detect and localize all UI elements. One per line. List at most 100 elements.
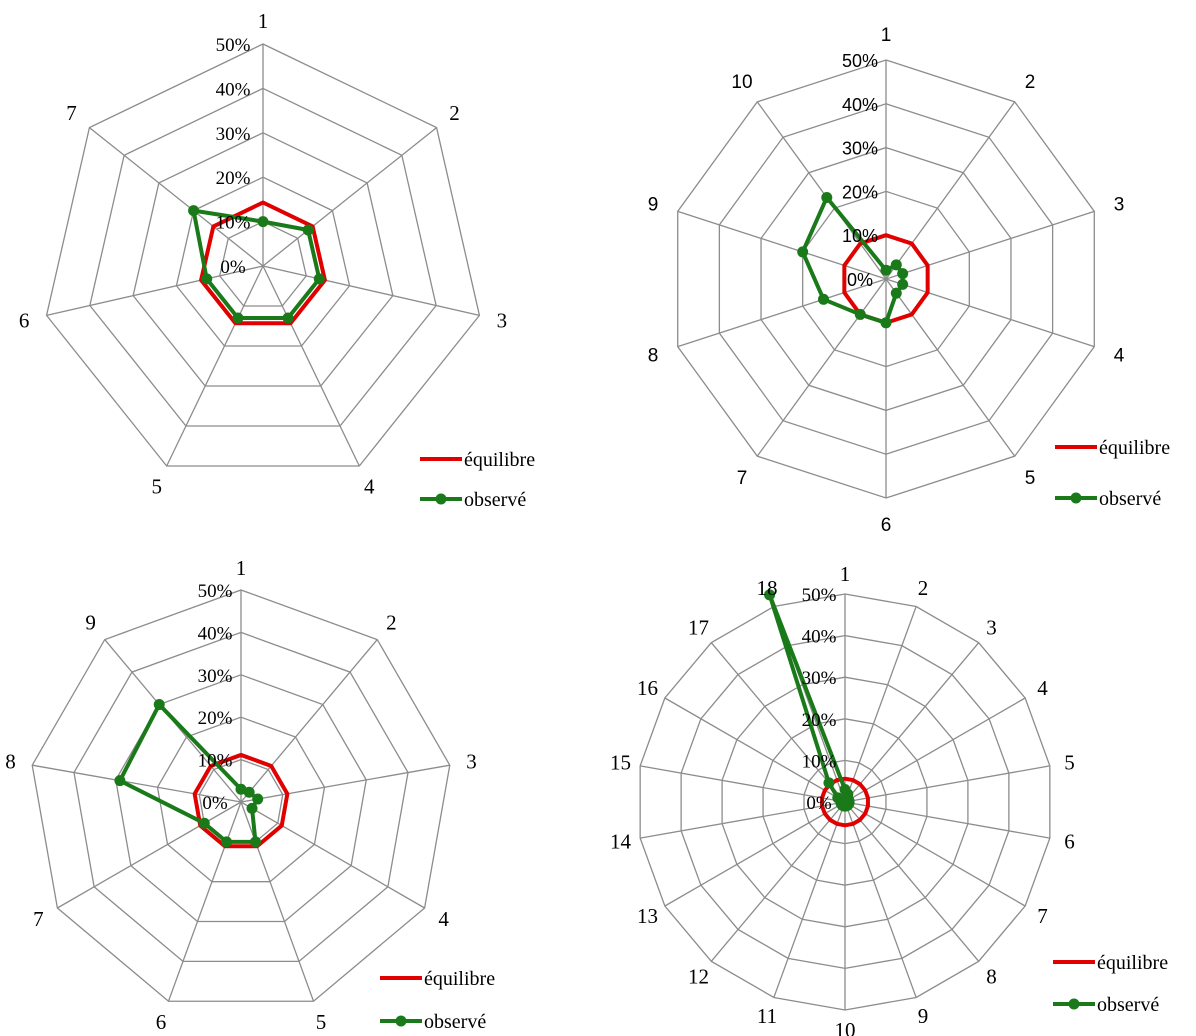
spoke xyxy=(240,764,450,803)
data-point xyxy=(897,268,909,280)
category-label: 4 xyxy=(1037,676,1048,700)
tick-label: 0% xyxy=(806,793,832,814)
series-line xyxy=(191,208,322,321)
spoke xyxy=(677,210,887,280)
data-point xyxy=(257,216,269,228)
series-line xyxy=(192,752,290,849)
spoke xyxy=(240,801,425,909)
spoke xyxy=(710,801,846,962)
category-label: 15 xyxy=(610,750,631,774)
category-label: 8 xyxy=(648,346,659,367)
data-point xyxy=(880,317,892,329)
grid-ring xyxy=(115,674,367,923)
radar-chart-4: 0%10%20%30%40%50%12345678910111213141516… xyxy=(610,562,1168,1036)
grid-ring xyxy=(31,589,451,1002)
data-point xyxy=(252,793,264,805)
radar-chart-3: 0% 10% 20% 30% 40% 50%1 2 3 4 5 6 7 8 9 équilibre obser… xyxy=(5,556,495,1034)
tick-label: 30% xyxy=(216,124,251,145)
spoke xyxy=(640,801,846,839)
category-label: 3 xyxy=(986,615,997,639)
spoke xyxy=(664,697,846,803)
radar-grid xyxy=(677,59,1095,499)
category-label: 2 xyxy=(1025,72,1036,93)
tick-label: 0% xyxy=(202,793,228,814)
spoke xyxy=(167,801,242,1002)
data-point xyxy=(302,224,314,236)
category-label: 2 xyxy=(918,576,929,600)
series-line xyxy=(820,776,870,828)
data-point xyxy=(897,278,909,290)
data-point xyxy=(201,273,213,285)
grid-ring xyxy=(156,716,326,883)
category-label: 2 xyxy=(386,611,397,635)
tick-label: 40% xyxy=(216,79,251,100)
category-label: 6 xyxy=(1064,830,1075,854)
category-label: 5 xyxy=(151,475,162,499)
spoke xyxy=(46,265,264,317)
category-label: 12 xyxy=(688,965,709,989)
tick-label: 50% xyxy=(842,51,878,71)
tick-label: 50% xyxy=(802,585,837,606)
grid-ring xyxy=(219,220,307,307)
tick-label: 40% xyxy=(802,627,837,648)
tick-label: 0% xyxy=(847,270,873,290)
radar-grid xyxy=(639,593,1051,1011)
category-label: 9 xyxy=(85,611,96,635)
tick-label: 50% xyxy=(216,35,251,56)
data-point xyxy=(764,589,776,601)
category-label: 10 xyxy=(835,1018,856,1036)
category-label: 17 xyxy=(688,615,709,639)
series-equilibre xyxy=(199,200,327,326)
spoke xyxy=(240,639,378,803)
legend-label-equilibre: équilibre xyxy=(424,968,495,990)
category-label: 4 xyxy=(1114,346,1125,367)
data-point xyxy=(890,259,902,271)
data-point xyxy=(823,777,835,789)
data-point xyxy=(250,836,262,848)
series-observe xyxy=(764,589,855,812)
radar-chart-2: 0% 10% 20% 30% 40% 50%1 2 3 4 5 6 7 8 9 10 équilibre obs… xyxy=(648,25,1171,536)
spoke xyxy=(844,642,980,803)
tick-label: 10% xyxy=(802,751,837,772)
category-label: 4 xyxy=(438,907,449,931)
data-point xyxy=(243,786,255,798)
spoke xyxy=(677,278,887,348)
spoke xyxy=(885,278,1095,348)
tick-label: 20% xyxy=(802,710,837,731)
legend-label-observe: observé xyxy=(1097,994,1159,1016)
category-label: 9 xyxy=(648,194,659,215)
legend: équilibre observé xyxy=(1053,952,1168,1016)
legend-label-observe: observé xyxy=(424,1011,486,1033)
category-label: 1 xyxy=(258,9,269,33)
category-label: 7 xyxy=(1037,904,1048,928)
spoke xyxy=(166,265,264,467)
tick-label: 0% xyxy=(220,257,246,278)
category-label: 1 xyxy=(236,556,247,580)
data-point xyxy=(220,836,232,848)
spoke xyxy=(773,801,846,998)
category-label: 8 xyxy=(5,749,16,773)
spoke xyxy=(710,642,846,803)
tick-label: 30% xyxy=(802,668,837,689)
category-label: 18 xyxy=(757,576,778,600)
legend: équilibre observé xyxy=(420,449,535,511)
category-label: 5 xyxy=(316,1010,327,1034)
radar-grid xyxy=(45,43,481,467)
spoke xyxy=(640,765,846,803)
legend-label-observe: observé xyxy=(464,489,526,511)
data-point xyxy=(854,308,866,320)
series-observe xyxy=(188,205,325,324)
spoke xyxy=(756,101,887,280)
category-label: 3 xyxy=(497,309,508,333)
tick-label: 40% xyxy=(198,623,233,644)
legend-marker-observe xyxy=(1068,998,1080,1010)
grid-ring xyxy=(175,176,351,347)
spoke xyxy=(89,127,264,267)
data-point xyxy=(832,792,844,804)
category-label: 5 xyxy=(1025,468,1036,489)
tick-label: 20% xyxy=(198,708,233,729)
radar-grid xyxy=(31,589,451,1002)
spoke xyxy=(885,210,1095,280)
tick-label: 40% xyxy=(842,95,878,115)
